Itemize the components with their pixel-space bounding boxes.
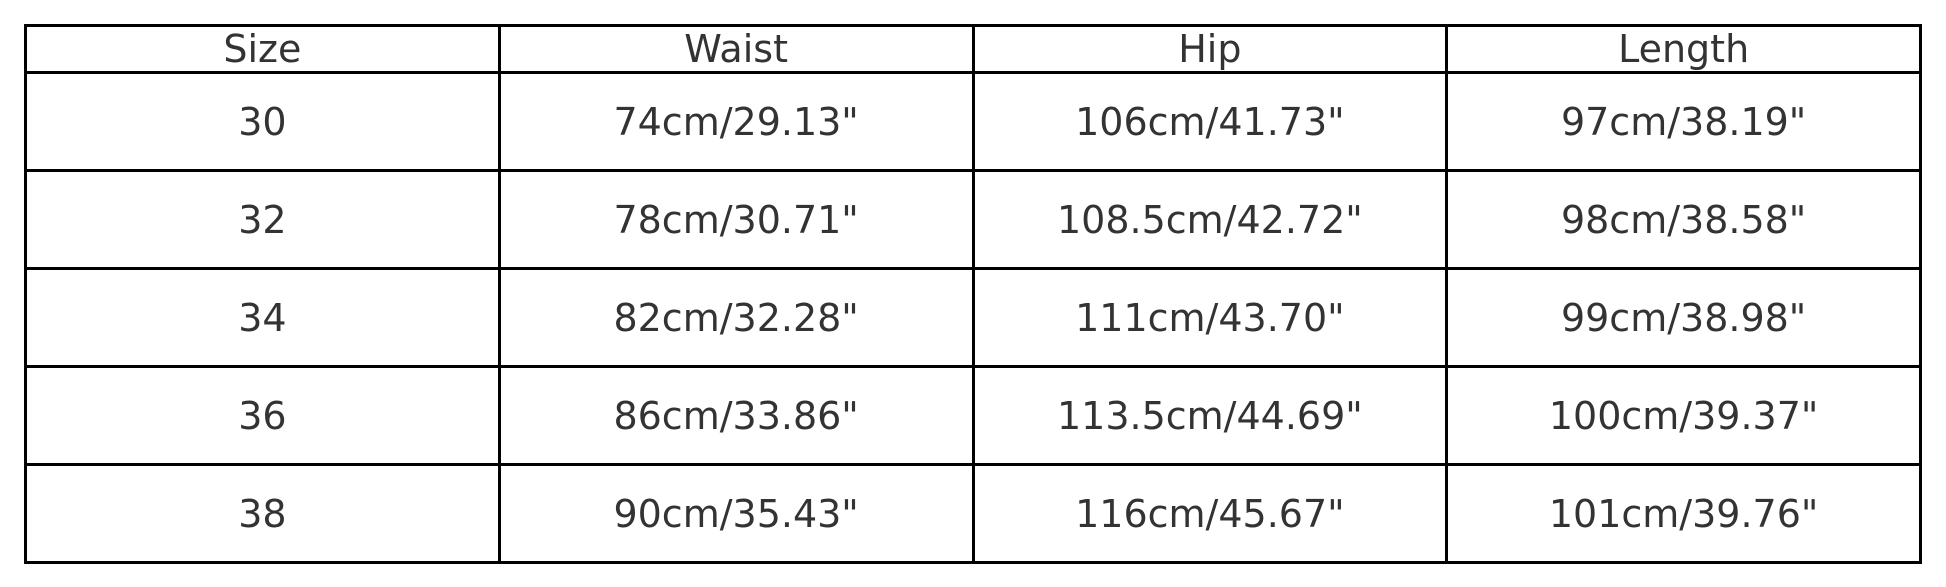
table-row: 30 74cm/29.13" 106cm/41.73" 97cm/38.19" bbox=[24, 71, 1922, 172]
cell-waist: 82cm/32.28" bbox=[497, 267, 975, 368]
cell-waist: 78cm/30.71" bbox=[497, 169, 975, 270]
table-row: 32 78cm/30.71" 108.5cm/42.72" 98cm/38.58… bbox=[24, 169, 1922, 270]
cell-length: 99cm/38.98" bbox=[1445, 267, 1922, 368]
cell-size: 34 bbox=[24, 267, 501, 368]
cell-waist: 74cm/29.13" bbox=[497, 71, 975, 172]
cell-length: 98cm/38.58" bbox=[1445, 169, 1922, 270]
table-row: 36 86cm/33.86" 113.5cm/44.69" 100cm/39.3… bbox=[24, 365, 1922, 466]
cell-length: 101cm/39.76" bbox=[1445, 463, 1922, 564]
header-size: Size bbox=[24, 24, 501, 74]
header-length: Length bbox=[1445, 24, 1922, 74]
cell-size: 38 bbox=[24, 463, 501, 564]
cell-waist: 86cm/33.86" bbox=[497, 365, 975, 466]
size-chart-table: Size Waist Hip Length 30 74cm/29.13" 106… bbox=[24, 24, 1922, 564]
cell-hip: 113.5cm/44.69" bbox=[971, 365, 1449, 466]
cell-length: 97cm/38.19" bbox=[1445, 71, 1922, 172]
cell-hip: 108.5cm/42.72" bbox=[971, 169, 1449, 270]
cell-waist: 90cm/35.43" bbox=[497, 463, 975, 564]
table-row: 34 82cm/32.28" 111cm/43.70" 99cm/38.98" bbox=[24, 267, 1922, 368]
cell-size: 32 bbox=[24, 169, 501, 270]
header-waist: Waist bbox=[497, 24, 975, 74]
header-row: Size Waist Hip Length bbox=[24, 24, 1922, 74]
header-hip: Hip bbox=[971, 24, 1449, 74]
cell-length: 100cm/39.37" bbox=[1445, 365, 1922, 466]
cell-hip: 106cm/41.73" bbox=[971, 71, 1449, 172]
cell-size: 36 bbox=[24, 365, 501, 466]
cell-hip: 111cm/43.70" bbox=[971, 267, 1449, 368]
cell-hip: 116cm/45.67" bbox=[971, 463, 1449, 564]
table-row: 38 90cm/35.43" 116cm/45.67" 101cm/39.76" bbox=[24, 463, 1922, 564]
cell-size: 30 bbox=[24, 71, 501, 172]
